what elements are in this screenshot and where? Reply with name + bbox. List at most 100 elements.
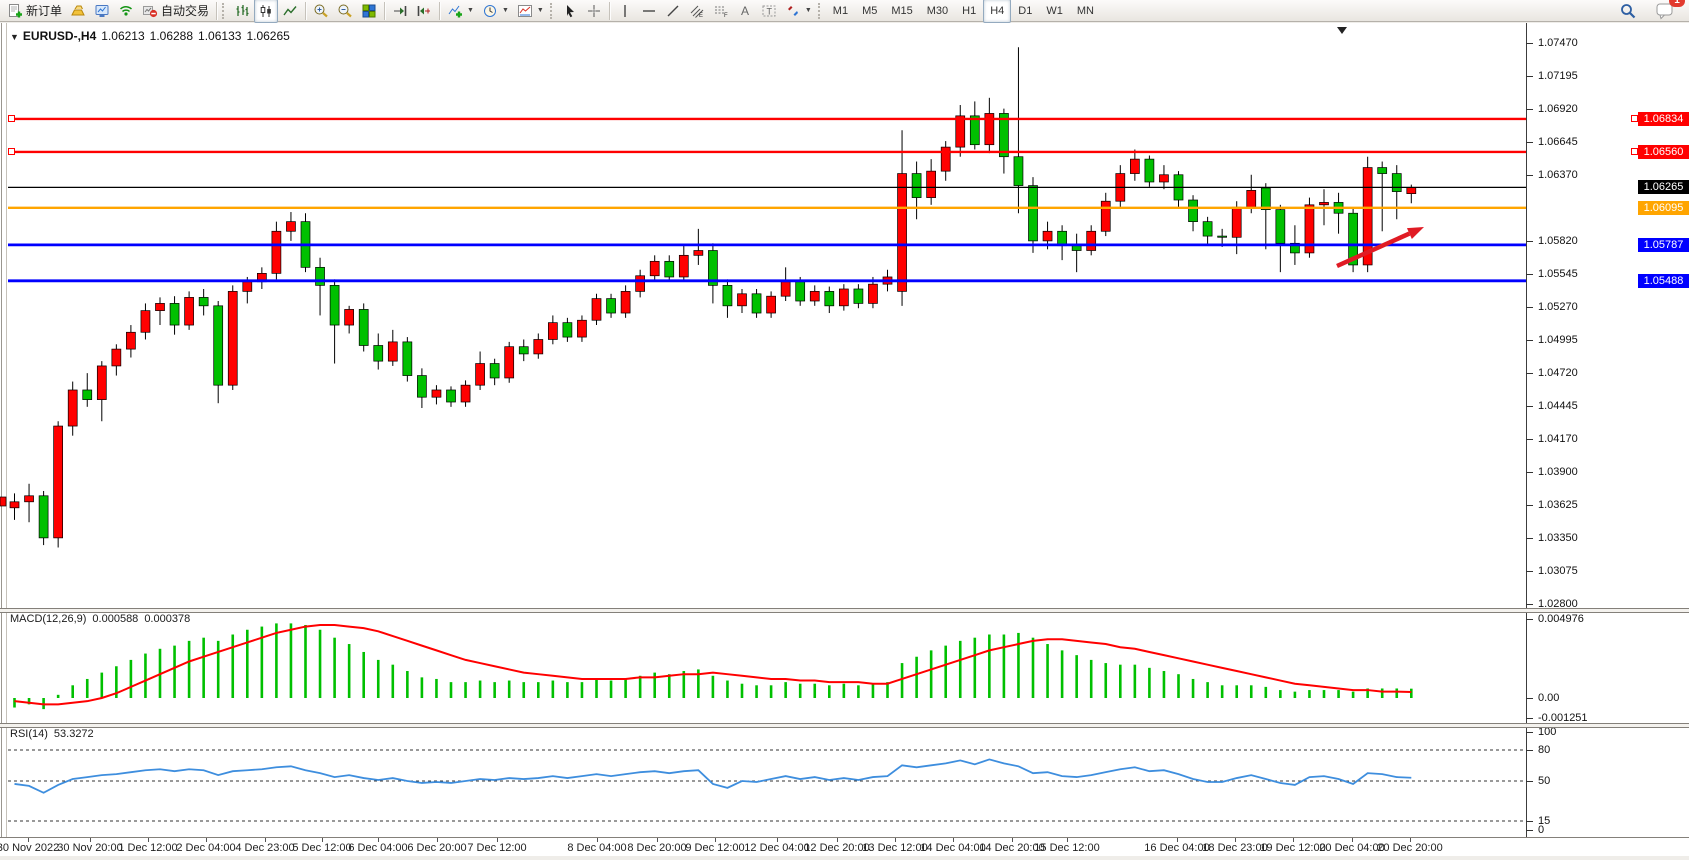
tf-m5[interactable]: M5 bbox=[862, 4, 878, 17]
macd-label[interactable]: MACD(12,26,9) 0.000588 0.000378 bbox=[10, 613, 191, 625]
price-tick-mark bbox=[1526, 307, 1533, 309]
notifications-button[interactable]: 1 bbox=[1651, 0, 1685, 23]
cursor-button[interactable] bbox=[558, 0, 582, 23]
candlestick-chart-button[interactable] bbox=[254, 0, 279, 23]
trendline-tool[interactable] bbox=[661, 0, 685, 23]
vertical-line-tool[interactable] bbox=[613, 0, 637, 23]
new-order-button[interactable]: 新订单 bbox=[3, 0, 66, 23]
price-tick-label: 1.06920 bbox=[1538, 102, 1578, 115]
search-button[interactable] bbox=[1615, 0, 1641, 23]
bar-chart-button[interactable] bbox=[230, 0, 254, 23]
arrows-icon bbox=[787, 5, 798, 16]
rsi-label[interactable]: RSI(14) 53.3272 bbox=[10, 728, 94, 740]
price-tick-label: 1.06370 bbox=[1538, 168, 1578, 181]
time-tick-label: 14 Dec 04:00 bbox=[920, 842, 986, 854]
templates-button[interactable]: ▼ bbox=[513, 0, 548, 23]
autotrading-button[interactable]: 自动交易 bbox=[138, 0, 213, 23]
time-tick-label: 15 Dec 12:00 bbox=[1034, 842, 1100, 854]
tf-w1[interactable]: W1 bbox=[1046, 4, 1063, 17]
crosshair-button[interactable] bbox=[582, 0, 606, 23]
macd-tick-label: -0.001251 bbox=[1538, 711, 1588, 724]
market-watch-button[interactable] bbox=[90, 0, 114, 23]
line-handle[interactable] bbox=[8, 148, 15, 156]
time-tick-mark bbox=[148, 838, 149, 842]
line-chart-icon bbox=[283, 5, 297, 15]
price-tick-label: 1.05545 bbox=[1538, 267, 1578, 280]
toolbar-separator bbox=[216, 1, 218, 20]
equidistant-channel-tool[interactable]: E bbox=[685, 0, 709, 23]
chart-shift-button[interactable] bbox=[388, 0, 412, 23]
time-tick-mark bbox=[657, 838, 658, 842]
tf-d1[interactable]: D1 bbox=[1018, 4, 1033, 17]
tf-m15[interactable]: M15 bbox=[891, 4, 913, 17]
price-tick-mark bbox=[1526, 471, 1533, 473]
time-tick-mark bbox=[378, 838, 379, 842]
price-tick-mark bbox=[1526, 42, 1533, 44]
tf-m1[interactable]: M1 bbox=[832, 4, 849, 17]
time-tick-label: 1 Dec 12:00 bbox=[118, 842, 178, 854]
price-tick-mark bbox=[1526, 108, 1533, 110]
toolbar-right: 1 bbox=[1615, 0, 1685, 23]
autotrading-label: 自动交易 bbox=[161, 4, 210, 18]
chevron-down-icon: ▼ bbox=[501, 7, 509, 14]
level-price-label: 1.06560 bbox=[1638, 144, 1689, 159]
time-tick-label: 20 Dec 20:00 bbox=[1377, 842, 1443, 854]
arrows-tool[interactable]: ▼ bbox=[781, 0, 816, 23]
price-tick-mark bbox=[1526, 340, 1533, 342]
indicators-icon bbox=[448, 5, 463, 17]
tf-mn[interactable]: MN bbox=[1076, 4, 1094, 17]
price-tick-label: 1.07195 bbox=[1538, 69, 1578, 82]
periods-button[interactable]: ▼ bbox=[478, 0, 513, 23]
deposit-button[interactable] bbox=[66, 0, 90, 23]
time-tick-mark bbox=[953, 838, 954, 842]
tile-windows-button[interactable] bbox=[357, 0, 381, 23]
zoom-out-button[interactable] bbox=[333, 0, 357, 23]
time-axis-border bbox=[0, 837, 1689, 838]
macd-tick-mark bbox=[1526, 717, 1533, 719]
chart-area[interactable] bbox=[0, 23, 1689, 860]
svg-text:F: F bbox=[724, 13, 728, 19]
pane-splitter-rsi[interactable] bbox=[0, 723, 1689, 728]
price-tick-mark bbox=[1526, 570, 1533, 572]
price-tick-label: 1.04445 bbox=[1538, 400, 1578, 413]
time-tick-mark bbox=[90, 838, 91, 842]
time-tick-mark bbox=[597, 838, 598, 842]
line-handle[interactable] bbox=[8, 115, 15, 123]
time-tick-mark bbox=[1012, 838, 1013, 842]
ohlc-bars-icon bbox=[236, 4, 249, 16]
text-label-tool[interactable]: T bbox=[757, 0, 781, 23]
toolbar-grip bbox=[222, 2, 226, 19]
time-tick-label: 14 Dec 20:00 bbox=[979, 842, 1045, 854]
tf-m30[interactable]: M30 bbox=[926, 4, 949, 17]
price-tick-mark bbox=[1526, 174, 1533, 176]
tf-h4[interactable]: H4 bbox=[983, 0, 1012, 23]
auto-scroll-button[interactable] bbox=[412, 0, 436, 23]
template-icon bbox=[517, 4, 532, 17]
price-tick-label: 1.03625 bbox=[1538, 498, 1578, 511]
price-tick-label: 1.05820 bbox=[1538, 234, 1578, 247]
line-handle[interactable] bbox=[1631, 148, 1638, 156]
svg-text:T: T bbox=[766, 6, 772, 16]
price-axis-divider[interactable] bbox=[1526, 23, 1527, 837]
tf-h1[interactable]: H1 bbox=[962, 4, 977, 17]
line-handle[interactable] bbox=[1631, 115, 1638, 123]
text-a-icon: A bbox=[741, 4, 749, 18]
signal-button[interactable] bbox=[114, 0, 138, 23]
horizontal-line-tool[interactable] bbox=[637, 0, 661, 23]
pane-splitter-macd[interactable] bbox=[0, 608, 1689, 613]
time-tick-label: 12 Dec 20:00 bbox=[804, 842, 870, 854]
fibonacci-tool[interactable]: F bbox=[709, 0, 733, 23]
text-tool[interactable]: A bbox=[733, 0, 757, 23]
indicators-button[interactable]: ▼ bbox=[443, 0, 478, 23]
collapse-triangle-icon[interactable]: ▼ bbox=[10, 32, 19, 42]
toolbar-grip bbox=[549, 2, 554, 19]
zoom-in-button[interactable] bbox=[309, 0, 333, 23]
line-chart-button[interactable] bbox=[278, 0, 302, 23]
price-tick-label: 1.03075 bbox=[1538, 564, 1578, 577]
level-price-label: 1.06095 bbox=[1638, 200, 1689, 215]
time-tick-label: 30 Nov 2022 bbox=[0, 842, 60, 854]
price-tick-label: 1.06645 bbox=[1538, 135, 1578, 148]
price-tick-label: 1.04170 bbox=[1538, 433, 1578, 446]
zoom-in-icon bbox=[314, 4, 328, 17]
rsi-tick-mark bbox=[1526, 821, 1533, 822]
